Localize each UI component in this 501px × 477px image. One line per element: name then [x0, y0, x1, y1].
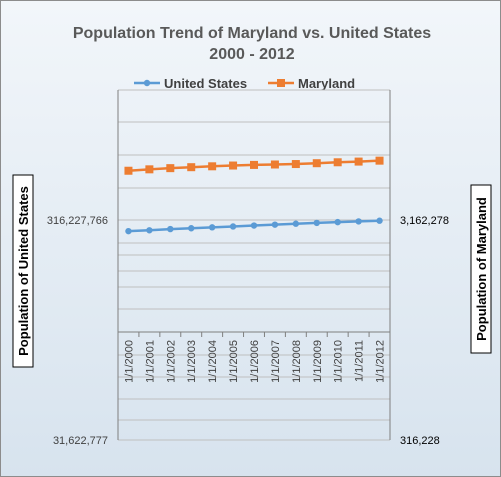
svg-text:Population of United States: Population of United States: [16, 186, 31, 356]
data-point: [124, 166, 133, 175]
chart-title: Population Trend of Maryland vs. United …: [73, 25, 431, 42]
data-point: [354, 157, 363, 166]
data-point: [333, 158, 342, 167]
legend: United States Maryland: [134, 76, 355, 91]
data-point: [125, 227, 132, 235]
y-axis-title-right: Population of Maryland: [470, 184, 492, 354]
data-point: [312, 159, 321, 168]
data-point: [270, 160, 279, 169]
data-point: [187, 163, 196, 172]
data-point: [146, 227, 153, 234]
data-point: [313, 219, 320, 227]
y-left-tick-label: 31,622,777: [53, 435, 108, 447]
data-point: [334, 218, 341, 226]
y-axis-labels: 316,227,766 31,622,777 3,162,278 316,228: [47, 215, 449, 447]
data-point: [229, 161, 238, 170]
data-point: [167, 225, 174, 233]
data-point: [271, 221, 279, 228]
x-tick-label: 1/1/2011: [354, 340, 366, 382]
series-group: [124, 156, 384, 235]
x-tick-label: 1/1/2012: [375, 340, 387, 383]
x-tick-label: 1/1/2010: [333, 340, 345, 383]
legend-label: Maryland: [298, 76, 355, 91]
data-point: [229, 223, 237, 230]
data-point: [188, 225, 195, 232]
data-point: [250, 222, 258, 229]
legend-label: United States: [164, 76, 247, 91]
x-tick-label: 1/1/2002: [165, 340, 177, 383]
x-tick-label: 1/1/2003: [186, 340, 198, 383]
axes: [117, 90, 391, 440]
x-tick-label: 1/1/2000: [123, 340, 135, 383]
data-point: [375, 156, 384, 165]
data-point: [166, 164, 175, 173]
data-point: [292, 220, 300, 227]
data-point: [250, 160, 258, 169]
y-left-tick-label: 316,227,766: [47, 215, 108, 227]
y-right-tick-label: 316,228: [400, 435, 440, 447]
data-point: [208, 162, 217, 171]
data-point: [208, 224, 216, 231]
x-tick-label: 1/1/2006: [249, 340, 261, 383]
x-tick-label: 1/1/2001: [144, 340, 156, 383]
legend-marker: [277, 79, 285, 87]
y-right-tick-label: 3,162,278: [400, 215, 449, 227]
y-axis-title-left: Population of United States: [12, 174, 34, 368]
x-tick-label: 1/1/2005: [228, 340, 240, 383]
x-tick-label: 1/1/2009: [312, 340, 324, 383]
chart-subtitle: 2000 - 2012: [209, 46, 295, 63]
data-point: [291, 160, 300, 169]
legend-marker: [143, 79, 151, 87]
x-tick-label: 1/1/2008: [291, 340, 303, 383]
x-axis-labels: 1/1/2000 1/1/2001 1/1/2002 1/1/2003 1/1/2004…: [117, 332, 387, 383]
svg-text:Population of Maryland: Population of Maryland: [474, 197, 489, 341]
x-tick-label: 1/1/2007: [270, 340, 282, 383]
data-point: [376, 217, 383, 224]
data-point: [355, 218, 362, 225]
data-point: [145, 165, 154, 174]
x-tick-label: 1/1/2004: [207, 340, 219, 383]
